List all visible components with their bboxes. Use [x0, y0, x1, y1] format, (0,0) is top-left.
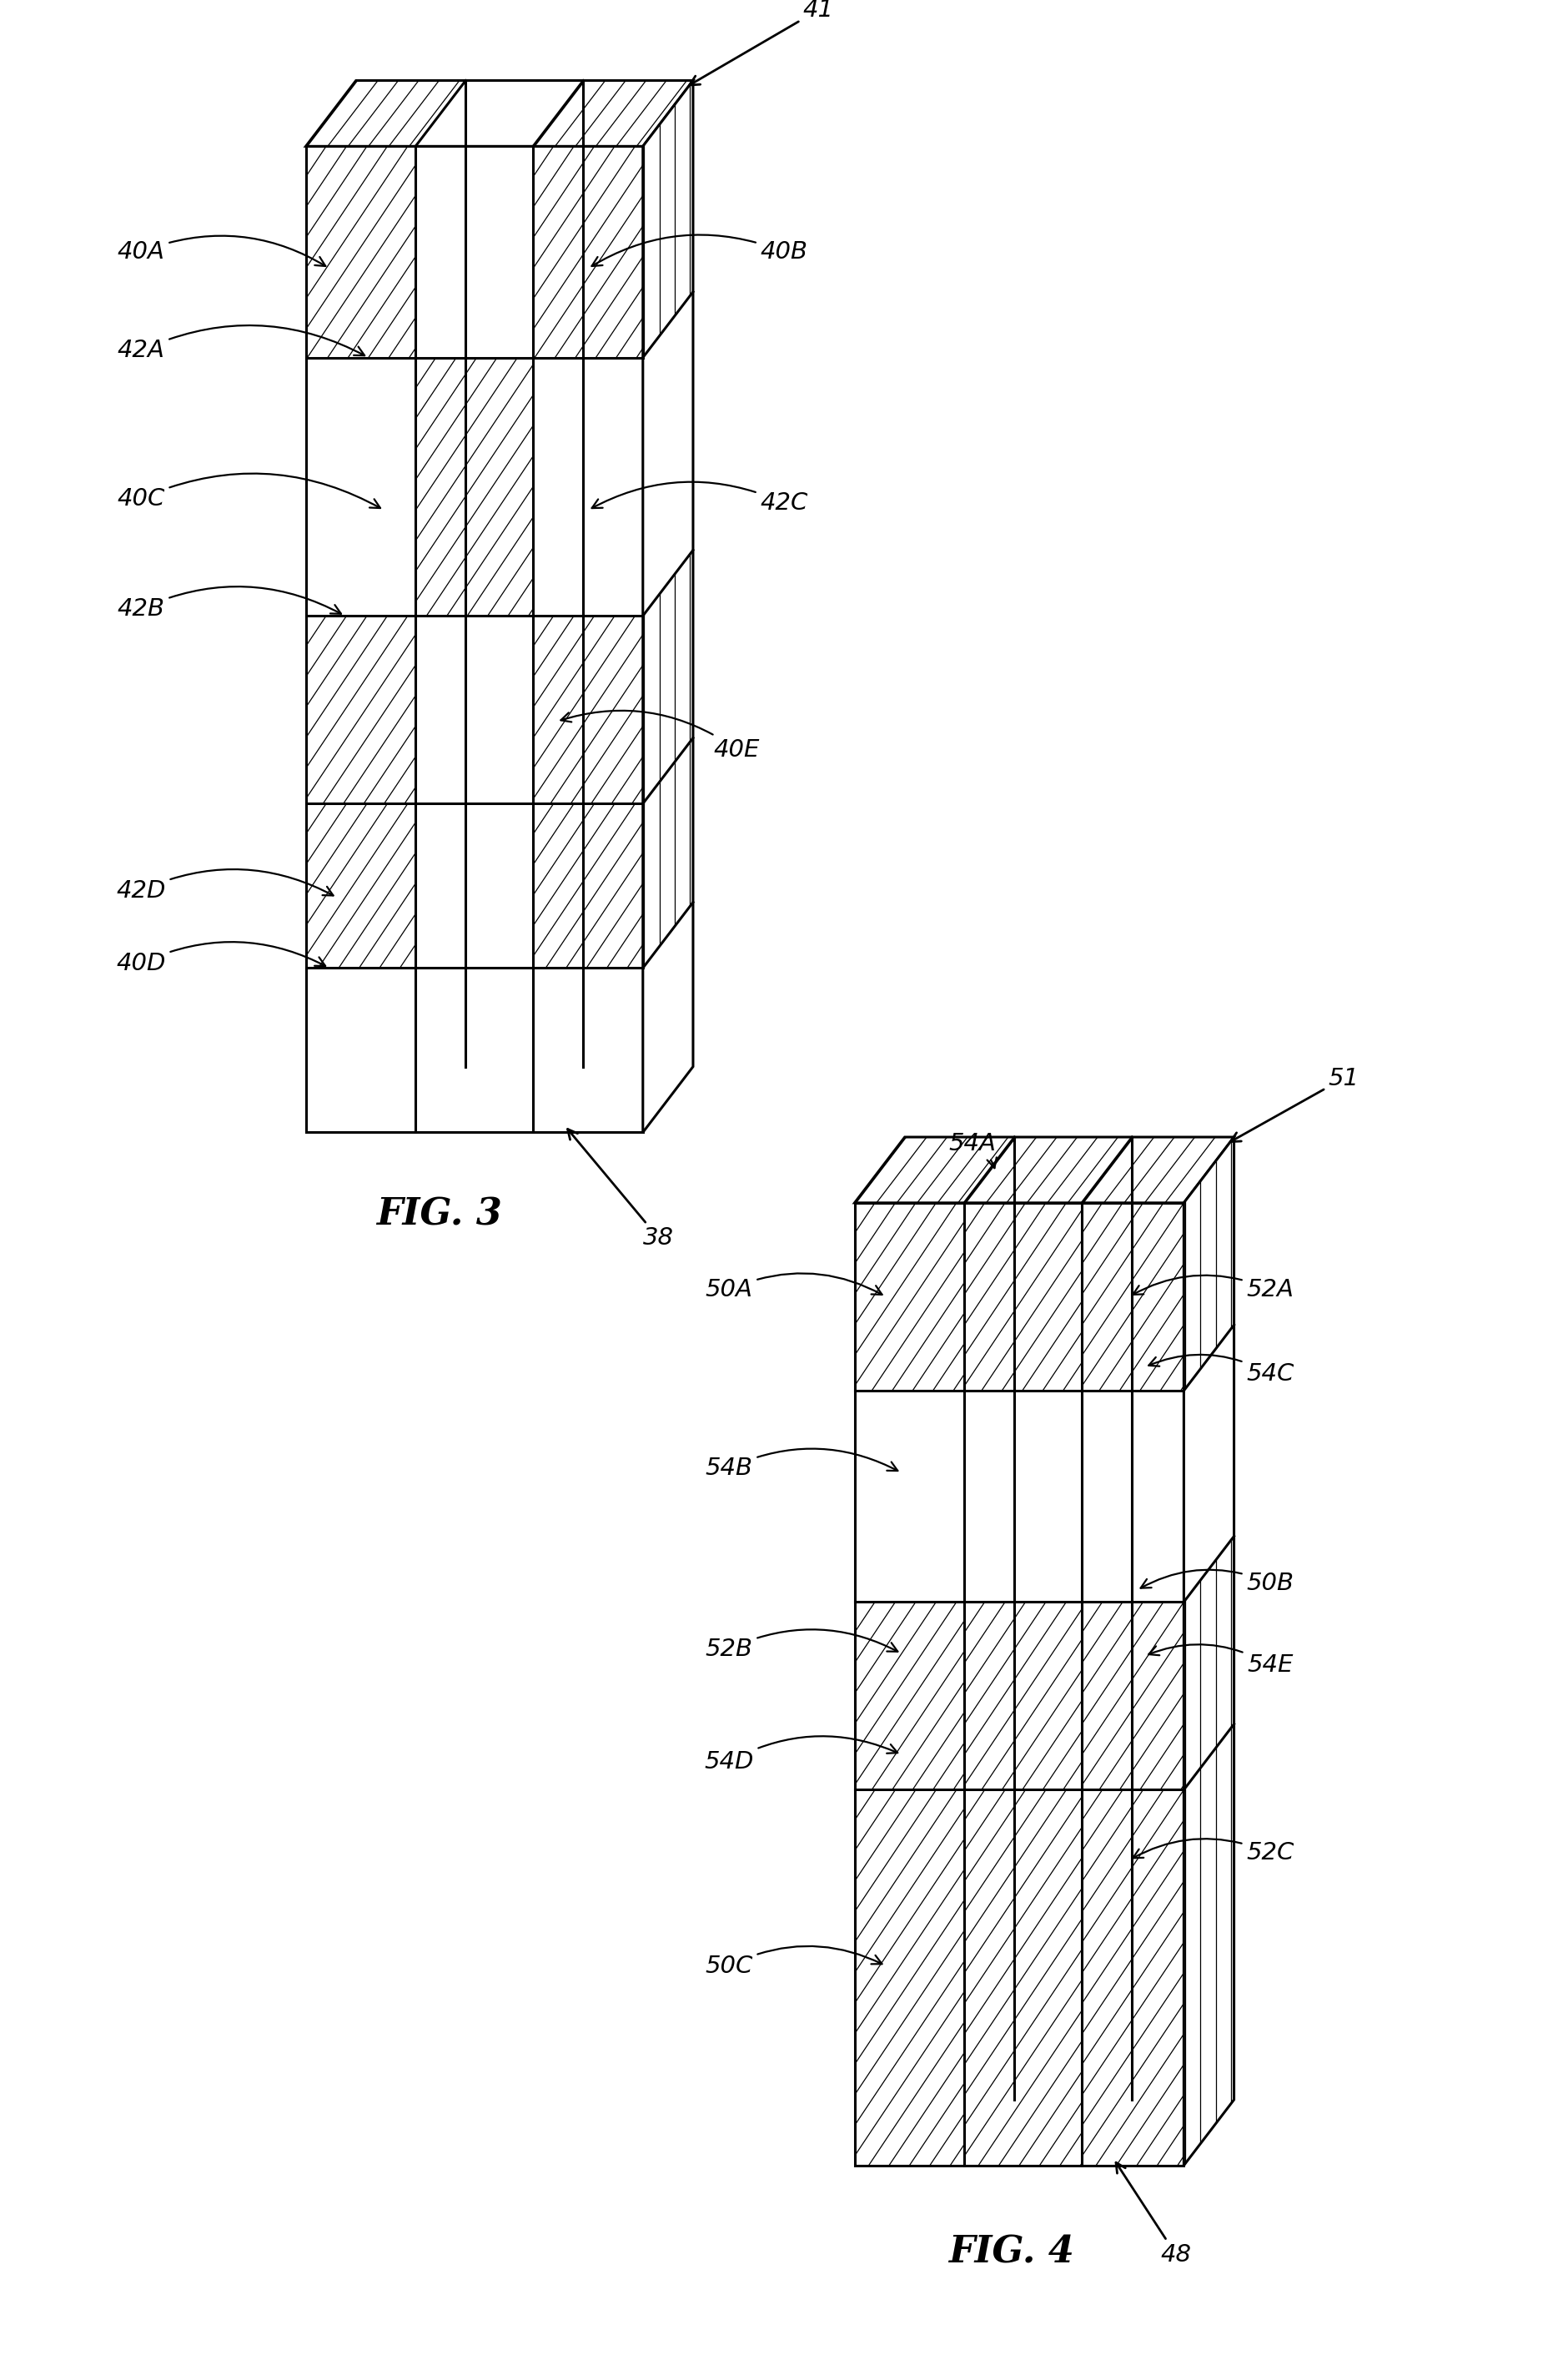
Text: 50C: 50C [706, 1946, 881, 1977]
Text: 54D: 54D [704, 1736, 897, 1774]
Text: 40B: 40B [591, 234, 808, 267]
PathPatch shape [643, 551, 693, 804]
Text: 52C: 52C [1132, 1838, 1294, 1866]
Polygon shape [855, 1138, 1234, 1204]
Text: 52B: 52B [706, 1629, 898, 1660]
Text: 54C: 54C [1149, 1355, 1294, 1386]
Text: 42D: 42D [116, 870, 334, 901]
Text: 51: 51 [1231, 1067, 1359, 1142]
Polygon shape [855, 1204, 1184, 2166]
Text: 38: 38 [568, 1128, 674, 1249]
Polygon shape [1184, 1138, 1234, 2166]
PathPatch shape [643, 738, 693, 967]
Text: FIG. 3: FIG. 3 [376, 1197, 502, 1232]
Text: 54E: 54E [1149, 1644, 1294, 1677]
PathPatch shape [1082, 1138, 1234, 1204]
Polygon shape [306, 80, 693, 147]
PathPatch shape [533, 80, 693, 147]
PathPatch shape [855, 1138, 1014, 1204]
PathPatch shape [964, 1138, 1132, 1204]
Text: 42B: 42B [118, 587, 342, 620]
Text: 41: 41 [690, 0, 834, 85]
Text: 50A: 50A [706, 1272, 883, 1301]
Text: 40C: 40C [118, 473, 381, 511]
Text: 40A: 40A [118, 236, 326, 267]
PathPatch shape [1184, 1138, 1234, 1391]
PathPatch shape [306, 80, 466, 147]
Text: 42A: 42A [118, 326, 365, 362]
Text: 52A: 52A [1132, 1275, 1294, 1301]
Polygon shape [643, 80, 693, 1133]
PathPatch shape [1184, 1724, 1234, 2166]
Text: FIG. 4: FIG. 4 [949, 2235, 1074, 2270]
PathPatch shape [643, 80, 693, 357]
Text: 40D: 40D [116, 941, 326, 974]
Text: 54B: 54B [706, 1450, 898, 1480]
Text: 48: 48 [1116, 2162, 1192, 2266]
Text: 42C: 42C [591, 482, 808, 516]
Polygon shape [306, 147, 643, 1133]
PathPatch shape [1184, 1537, 1234, 1790]
Text: 50B: 50B [1140, 1570, 1294, 1594]
Text: 54A: 54A [949, 1133, 997, 1168]
Text: 40E: 40E [561, 710, 760, 762]
